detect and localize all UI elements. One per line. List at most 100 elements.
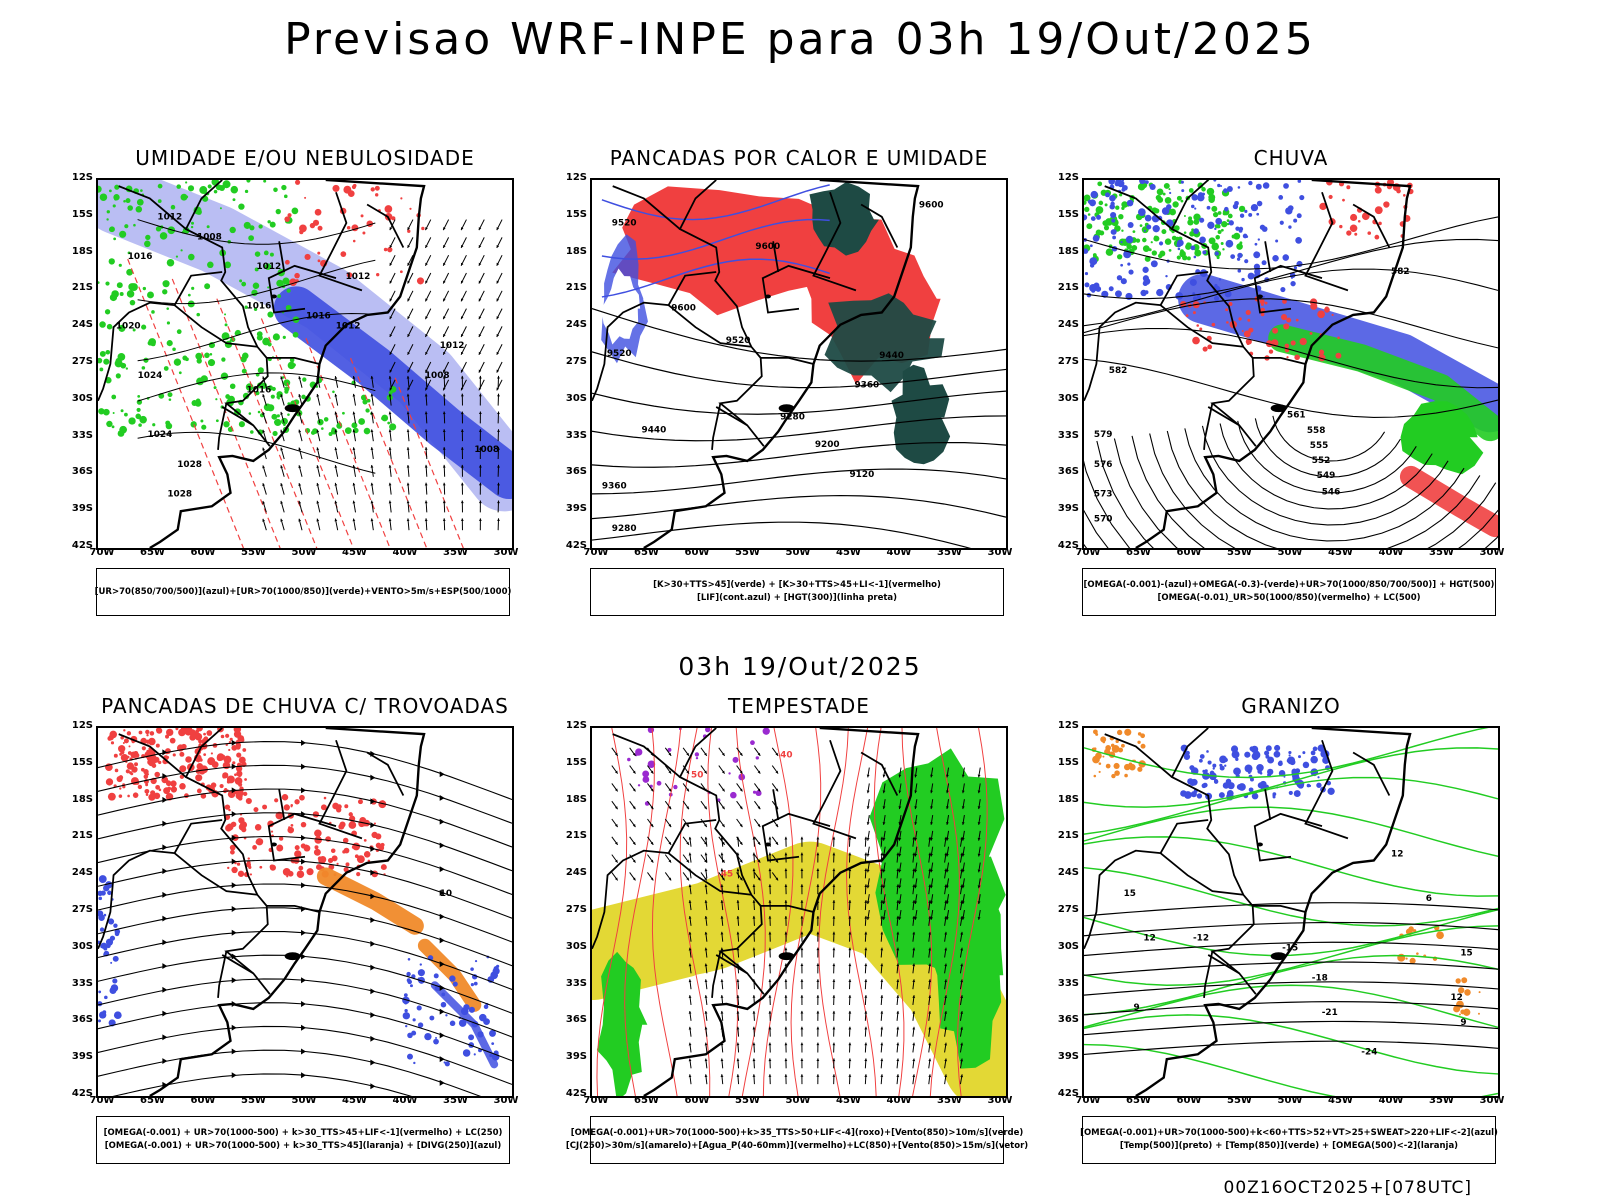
lat-tick-label: 33S: [565, 429, 587, 441]
lat-tick-label: 27S: [565, 356, 587, 367]
lat-tick-label: 21S: [565, 830, 587, 842]
lon-tick-label: 60W: [1176, 1095, 1202, 1106]
contour-label: 9600: [919, 201, 944, 211]
contour-label: -24: [1361, 1047, 1377, 1057]
lon-tick-label: 65W: [140, 1095, 165, 1106]
lon-tick-label: 55W: [241, 1095, 266, 1106]
lon-tick-label: 70W: [89, 1095, 115, 1106]
lat-tick-label: 12S: [565, 720, 587, 731]
contour-label: -12: [1193, 934, 1209, 944]
lat-tick-label: 21S: [71, 830, 93, 842]
contour-label: -18: [1312, 973, 1328, 983]
legend-line: [OMEGA(-0.001)+UR>70(1000-500)+k<60+TTS>…: [1080, 1128, 1498, 1138]
lat-tick-label: 39S: [71, 503, 93, 515]
legend-box: [OMEGA(-0.001)+UR>70(1000-500)+k<60+TTS>…: [1080, 1116, 1498, 1164]
panel-title: PANCADAS DE CHUVA C/ TROVOADAS: [101, 694, 509, 718]
lat-tick-label: 21S: [1057, 830, 1079, 842]
contour-label: 1012: [346, 272, 371, 282]
lon-tick-label: 40W: [1378, 547, 1404, 558]
lat-tick-label: 15S: [1057, 208, 1079, 220]
lat-tick-label: 15S: [1057, 756, 1079, 768]
lon-tick-label: 60W: [1176, 547, 1202, 558]
panel-title: CHUVA: [1253, 146, 1329, 170]
contour-label: 558: [1307, 426, 1326, 436]
lat-tick-label: 42S: [71, 540, 93, 551]
lon-tick-label: 55W: [735, 1095, 760, 1106]
contour-label: 1016: [306, 311, 331, 321]
contour-label: 1028: [167, 490, 192, 500]
lat-tick-label: 30S: [565, 940, 587, 952]
legend-box: [UR>70(850/700/500)](azul)+[UR>70(1000/8…: [95, 568, 511, 616]
contour-label: 1016: [247, 302, 272, 312]
lon-tick-label: 35W: [1429, 547, 1454, 558]
lon-tick-label: 30W: [987, 1095, 1013, 1106]
contour-label: 576: [1094, 460, 1113, 470]
lon-tick-label: 55W: [1227, 1095, 1252, 1106]
lat-tick-label: 36S: [565, 466, 587, 478]
legend-line: [OMEGA(-0.01)_UR>50(1000/850)(vermelho) …: [1157, 593, 1421, 603]
contour-label: 9280: [612, 524, 637, 534]
lat-tick-label: 36S: [71, 1014, 93, 1026]
lat-tick-label: 15S: [71, 208, 93, 220]
lon-tick-label: 45W: [836, 1095, 861, 1106]
lat-tick-label: 24S: [71, 867, 93, 879]
lat-tick-label: 36S: [1057, 466, 1079, 478]
lon-tick-label: 60W: [190, 1095, 216, 1106]
lat-tick-label: 27S: [1057, 356, 1079, 367]
lat-tick-label: 18S: [565, 245, 587, 257]
contour-label: 12: [1450, 993, 1462, 1003]
lon-tick-label: 60W: [190, 547, 216, 558]
lat-tick-label: 30S: [1057, 940, 1079, 952]
contour-label: 6: [1426, 894, 1432, 904]
lat-tick-label: 24S: [565, 867, 587, 879]
contour-label: 1008: [425, 371, 450, 381]
lat-tick-label: 30S: [1057, 392, 1079, 404]
panel-title: GRANIZO: [1241, 694, 1341, 718]
lat-tick-label: 15S: [565, 208, 587, 220]
contour-label: 9360: [854, 381, 879, 391]
lat-tick-label: 27S: [71, 904, 93, 915]
lon-tick-label: 55W: [1227, 547, 1252, 558]
contour-label: 12: [1391, 850, 1403, 860]
lon-tick-label: 65W: [1126, 1095, 1151, 1106]
contour-label: 10: [440, 889, 452, 899]
map-umidade: 1012 1008 1012 1016 1020 1024 1028 1016 1012 1008…: [96, 178, 514, 550]
contour-label: 15: [1124, 889, 1136, 899]
lat-tick-label: 24S: [1057, 867, 1079, 879]
lat-tick-label: 27S: [71, 356, 93, 367]
lon-tick-label: 50W: [1277, 1095, 1303, 1106]
contour-label: 1012: [440, 341, 465, 351]
lat-tick-label: 36S: [71, 466, 93, 478]
lat-tick-label: 27S: [1057, 904, 1079, 915]
lon-tick-label: 30W: [1479, 547, 1505, 558]
run-timestamp: 00Z16OCT2025+[078UTC]: [1223, 1178, 1472, 1198]
map-granizo: -12 -15 -18 -21 -24 12 15 12 9 6 15 12 9: [1082, 726, 1500, 1098]
lon-tick-label: 50W: [785, 1095, 811, 1106]
lon-tick-label: 40W: [392, 547, 418, 558]
lat-tick-label: 21S: [71, 282, 93, 294]
lat-tick-label: 39S: [71, 1051, 93, 1063]
lon-tick-label: 30W: [987, 547, 1013, 558]
contour-label: 549: [1317, 471, 1336, 481]
lat-tick-label: 12S: [565, 172, 587, 183]
map-canvas: 9600 9600 9520 9600 9520 9520 9440 9360 9280 9200…: [592, 180, 1006, 548]
lon-tick-label: 55W: [241, 547, 266, 558]
legend-box: [K>30+TTS>45](verde) + [K>30+TTS>45+LI<-…: [590, 568, 1004, 616]
map-tempestade: 50 45 40: [590, 726, 1008, 1098]
contour-label: 1024: [138, 371, 163, 381]
contour-label: 45: [721, 869, 733, 879]
lat-tick-label: 33S: [1057, 429, 1079, 441]
contour-label: 582: [1391, 267, 1410, 277]
lat-tick-label: 24S: [71, 319, 93, 331]
lon-tick-label: 40W: [392, 1095, 418, 1106]
legend-box: [OMEGA(-0.001) + UR>70(1000-500) + k>30_…: [96, 1116, 510, 1164]
lat-tick-label: 18S: [1057, 245, 1079, 257]
lat-tick-label: 36S: [565, 1014, 587, 1026]
lat-tick-label: 18S: [71, 793, 93, 805]
legend-line: [K>30+TTS>45](verde) + [K>30+TTS>45+LI<-…: [653, 580, 941, 590]
lon-tick-label: 40W: [1378, 1095, 1404, 1106]
contour-label: 555: [1310, 441, 1329, 451]
lon-tick-label: 70W: [583, 1095, 609, 1106]
